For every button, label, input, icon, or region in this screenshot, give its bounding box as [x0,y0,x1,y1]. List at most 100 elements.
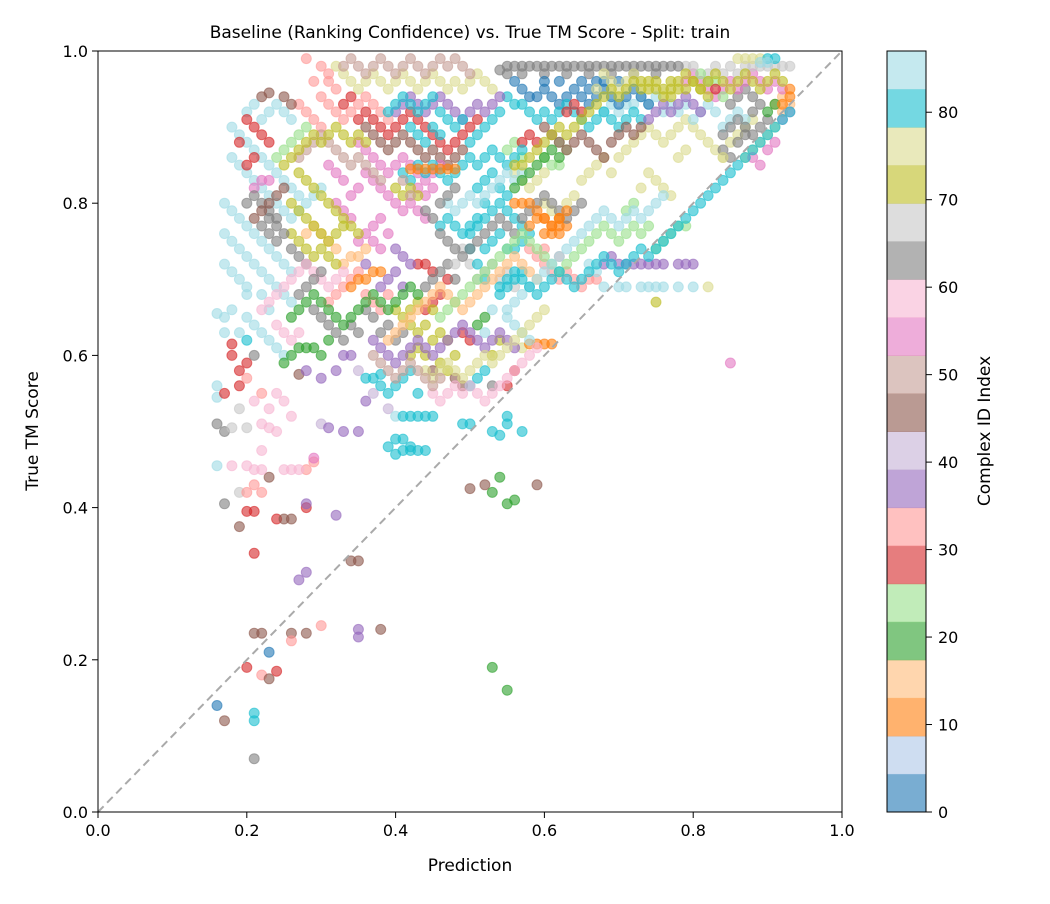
data-point [628,205,640,217]
data-point [278,395,290,407]
data-point [271,167,283,179]
data-point [315,91,327,103]
data-point [233,365,245,377]
data-point [300,212,312,224]
x-tick-label: 0.4 [383,821,408,840]
data-point [397,205,409,217]
data-point [390,159,402,171]
data-point [271,342,283,354]
data-point [583,167,595,179]
x-tick-label: 0.8 [680,821,705,840]
data-point [457,197,469,209]
data-point [486,83,498,95]
data-point [397,60,409,72]
data-point [285,114,297,125]
data-point [687,98,699,110]
data-point [412,144,424,156]
data-point [471,235,483,247]
data-point [457,129,469,141]
data-point [390,197,402,209]
data-point [769,68,781,80]
data-point [323,334,335,346]
y-tick-label: 0.8 [63,194,88,213]
data-point [382,334,394,346]
data-point [263,136,275,148]
data-point [449,121,461,133]
data-point [724,357,736,369]
data-point [345,159,357,171]
data-point [531,273,543,285]
colorbar-segment [887,203,926,242]
data-point [680,144,692,156]
data-point [754,98,766,110]
data-point [352,251,364,262]
data-point [516,144,528,156]
data-point [516,327,528,339]
data-point [687,114,699,125]
data-point [419,296,431,308]
data-point [367,334,379,346]
data-point [591,144,602,156]
data-point [583,220,595,232]
data-point [308,273,320,285]
data-point [278,159,290,171]
data-point [494,91,506,103]
data-point [457,83,469,95]
data-point [360,296,372,308]
data-point [471,98,483,110]
data-point [211,308,223,319]
data-point [412,106,424,118]
data-point [546,129,558,141]
data-point [784,83,796,95]
data-point [464,243,476,255]
data-point [657,190,669,202]
data-point [650,129,662,141]
data-point [367,289,379,300]
data-point [509,235,521,247]
data-point [285,152,297,163]
data-point [293,167,305,179]
data-point [241,220,253,232]
data-point [367,311,379,323]
data-point [762,144,774,156]
data-point [308,129,320,141]
data-point [300,174,312,186]
data-point [561,273,573,285]
data-point [263,87,275,99]
data-point [323,159,335,171]
data-point [367,235,379,247]
data-point [524,319,535,331]
data-point [494,197,506,209]
data-point [285,296,297,308]
data-point [248,349,260,361]
data-point [672,220,684,232]
data-point [576,91,588,103]
data-point [419,68,431,80]
data-point [501,144,513,156]
data-point [509,251,521,262]
data-point [256,304,268,316]
data-point [248,479,260,491]
data-point [323,251,335,262]
data-point [680,83,692,95]
data-point [293,205,305,217]
data-point [583,235,595,247]
data-point [553,152,565,163]
data-point [278,144,290,156]
data-point [471,387,483,399]
data-point [724,98,736,110]
data-point [471,273,483,285]
data-point [449,349,461,361]
data-point [375,281,387,293]
data-point [226,338,238,350]
colorbar-tick-label: 80 [938,103,958,122]
data-point [613,220,625,232]
data-point [494,380,506,392]
data-point [412,83,424,95]
data-point [427,121,439,133]
data-point [583,136,595,148]
data-point [591,258,602,270]
data-point [754,136,766,148]
data-point [509,266,521,278]
